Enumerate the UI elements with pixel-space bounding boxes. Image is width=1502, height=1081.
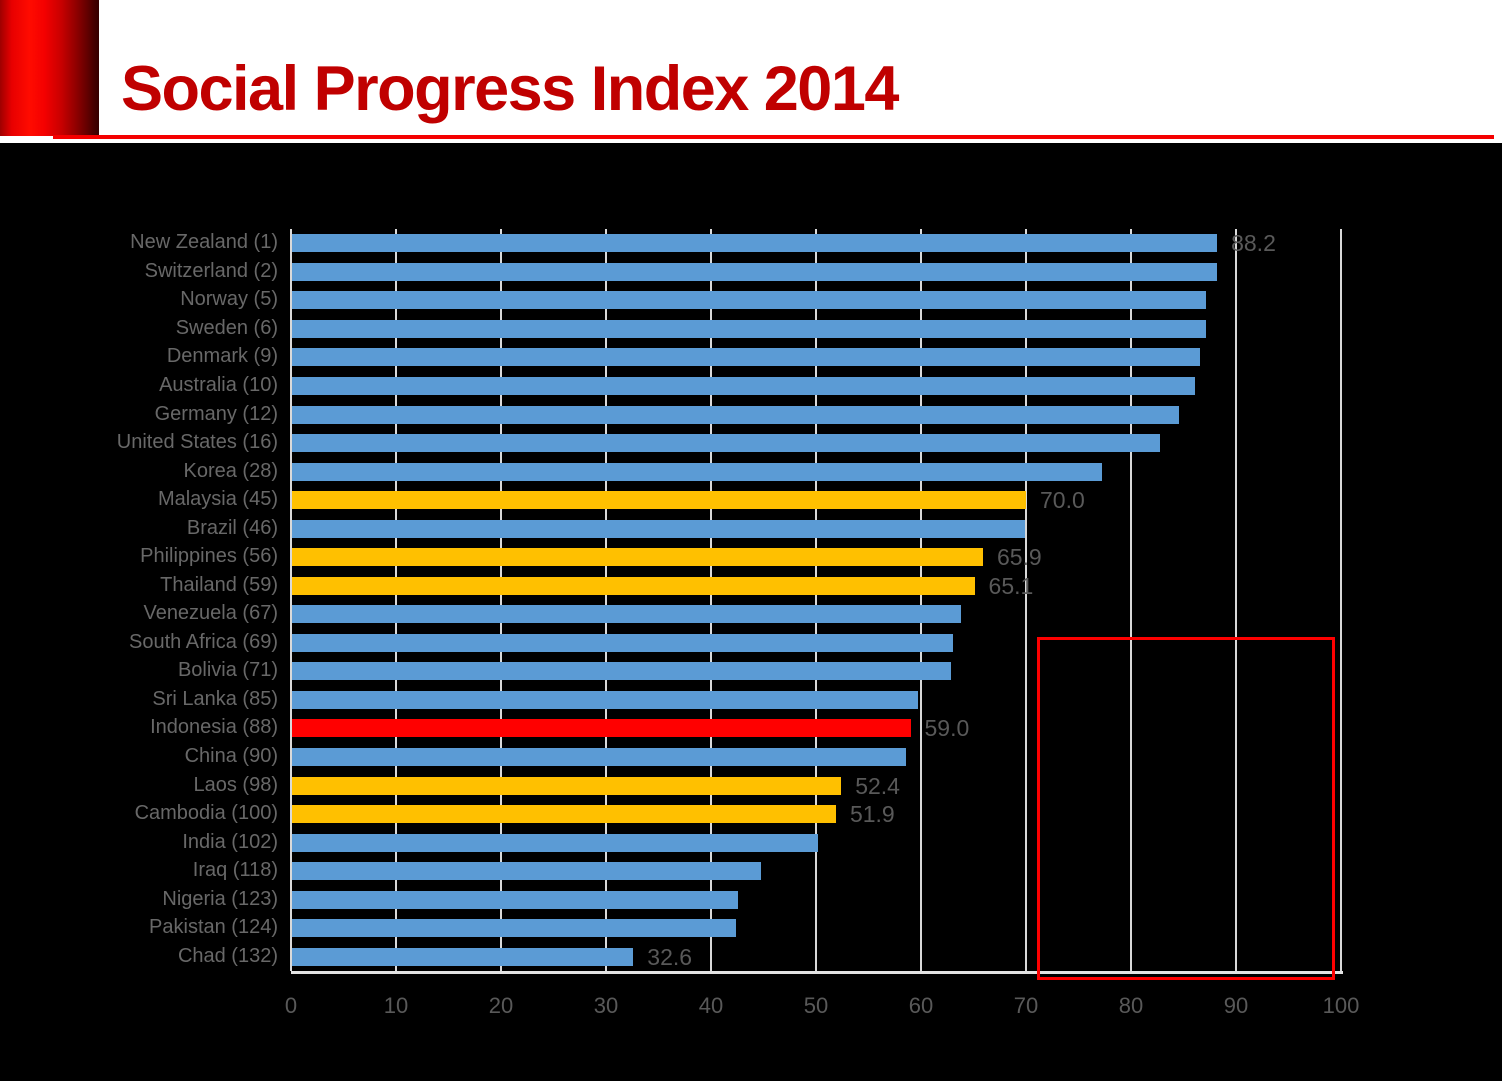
category-label: Germany (12)	[154, 402, 278, 425]
header: Social Progress Index 2014	[0, 0, 1502, 143]
category-label: Brazil (46)	[186, 516, 278, 539]
page-title: Social Progress Index 2014	[121, 54, 899, 124]
bar	[292, 719, 911, 738]
gridline-40	[710, 229, 712, 971]
category-label: Thailand (59)	[160, 573, 278, 596]
highlight-box	[1037, 637, 1335, 980]
category-label: Norway (5)	[180, 288, 278, 311]
bar	[292, 919, 737, 938]
value-label: 65.9	[996, 544, 1042, 571]
category-label: New Zealand (1)	[130, 231, 278, 254]
x-tick-label: 80	[1118, 993, 1144, 1018]
x-tick-label: 30	[593, 993, 619, 1018]
x-tick-label: 40	[698, 993, 724, 1018]
category-label: United States (16)	[116, 431, 278, 454]
bar	[292, 234, 1218, 253]
category-label: Nigeria (123)	[162, 887, 278, 910]
category-label: South Africa (69)	[129, 630, 278, 653]
bar	[292, 548, 983, 567]
category-label: Philippines (56)	[140, 545, 278, 568]
value-label: 59.0	[924, 715, 970, 742]
category-label: Cambodia (100)	[134, 802, 278, 825]
bar	[292, 262, 1218, 281]
category-label: India (102)	[182, 830, 278, 853]
bar	[292, 890, 739, 909]
value-label: 32.6	[647, 943, 693, 970]
x-axis-line	[291, 971, 1343, 974]
bar	[292, 633, 953, 652]
bar	[292, 605, 961, 624]
bar	[292, 405, 1180, 424]
gridline-0	[290, 229, 292, 971]
bar	[292, 576, 975, 595]
bar	[292, 947, 634, 966]
bar	[292, 434, 1161, 453]
gridline-70	[1025, 229, 1027, 971]
red-accent-bar	[0, 0, 99, 136]
category-label: Chad (132)	[177, 944, 278, 967]
gridline-20	[500, 229, 502, 971]
category-label: Sri Lanka (85)	[152, 687, 278, 710]
category-label: Iraq (118)	[192, 859, 278, 882]
category-label: China (90)	[184, 744, 278, 767]
x-tick-label: 90	[1223, 993, 1249, 1018]
category-label: Australia (10)	[159, 373, 278, 396]
bar	[292, 291, 1206, 310]
bar	[292, 862, 762, 881]
gridline-100	[1340, 229, 1342, 971]
bar	[292, 348, 1201, 367]
category-label: Denmark (9)	[166, 345, 278, 368]
bar	[292, 319, 1206, 338]
value-label: 52.4	[855, 772, 900, 799]
bar	[292, 491, 1026, 510]
category-label: Korea (28)	[183, 459, 279, 482]
bar	[292, 662, 952, 681]
category-label: Malaysia (45)	[157, 488, 278, 511]
title-underline	[53, 135, 1494, 139]
x-tick-label: 100	[1322, 993, 1360, 1018]
bar	[292, 690, 918, 709]
category-label: Switzerland (2)	[144, 259, 278, 282]
category-label: Indonesia (88)	[150, 716, 278, 739]
value-label: 51.9	[849, 801, 895, 828]
bar	[292, 833, 819, 852]
value-label: 88.2	[1231, 230, 1276, 257]
x-tick-label: 50	[803, 993, 829, 1018]
gridline-50	[815, 229, 817, 971]
category-label: Bolivia (71)	[177, 659, 278, 682]
bar	[292, 462, 1102, 481]
gridline-60	[920, 229, 922, 971]
category-label: Venezuela (67)	[143, 602, 278, 625]
category-label: Pakistan (124)	[149, 916, 278, 939]
bar	[292, 376, 1196, 395]
bar	[292, 747, 907, 766]
bar	[292, 805, 836, 824]
x-tick-label: 10	[383, 993, 409, 1018]
gridline-30	[605, 229, 607, 971]
category-label: Laos (98)	[193, 773, 279, 796]
gridline-80	[1130, 229, 1132, 971]
bar	[292, 776, 842, 795]
gridline-90	[1235, 229, 1237, 971]
x-tick-label: 0	[284, 993, 298, 1018]
value-label: 70.0	[1040, 487, 1085, 514]
bar-chart: 0 10 20 30 40 50 60 70 80 90 100 New Zealand (1) 88.…	[0, 143, 1502, 1081]
gridline-10	[395, 229, 397, 971]
category-label: Sweden (6)	[175, 316, 278, 339]
x-tick-label: 20	[488, 993, 514, 1018]
x-tick-label: 70	[1013, 993, 1039, 1018]
bar	[292, 519, 1025, 538]
value-label: 65.1	[988, 572, 1034, 599]
x-tick-label: 60	[908, 993, 934, 1018]
